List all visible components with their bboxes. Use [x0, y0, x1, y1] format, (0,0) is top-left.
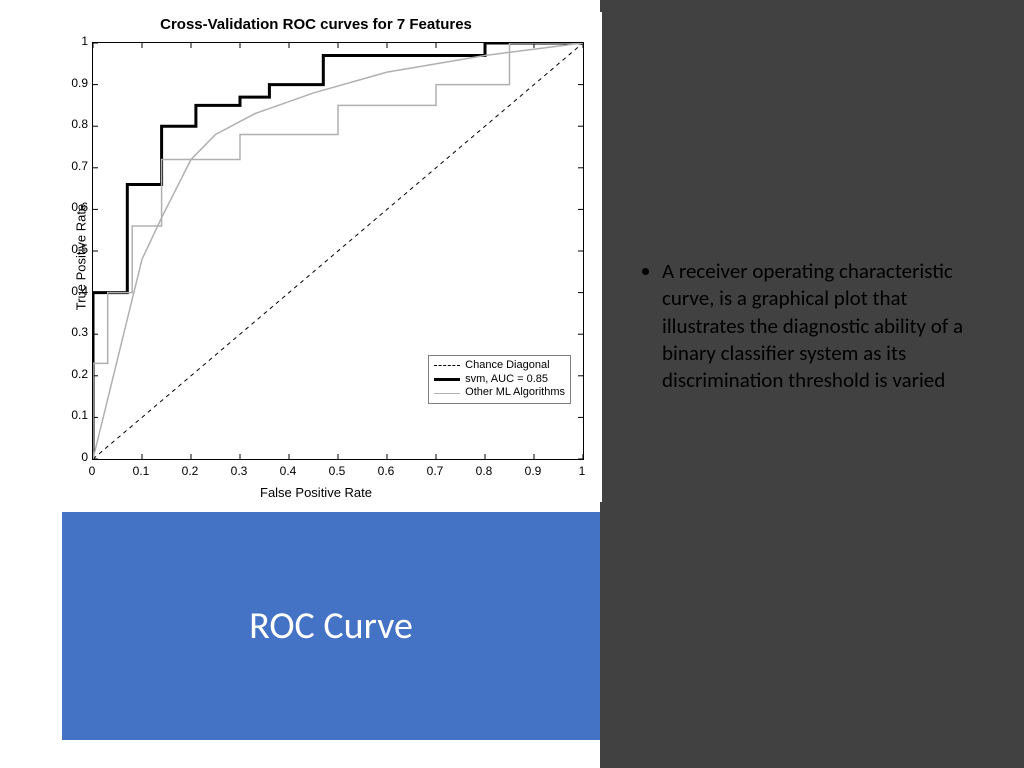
y-tick-label: 0.3 — [58, 325, 88, 339]
legend-item: Chance Diagonal — [434, 359, 565, 373]
y-tick-label: 0.9 — [58, 76, 88, 90]
chart-xlabel: False Positive Rate — [30, 485, 602, 500]
x-tick-label: 0.1 — [126, 464, 156, 478]
legend-item: svm, AUC = 0.85 — [434, 373, 565, 387]
x-tick-label: 0.7 — [420, 464, 450, 478]
x-tick-label: 0.6 — [371, 464, 401, 478]
chart-legend: Chance Diagonalsvm, AUC = 0.85Other ML A… — [428, 355, 571, 404]
legend-swatch — [434, 378, 460, 381]
x-tick-label: 0 — [77, 464, 107, 478]
description-bullet: A receiver operating characteristic curv… — [640, 258, 980, 394]
x-tick-label: 0.5 — [322, 464, 352, 478]
y-tick-label: 0.6 — [58, 200, 88, 214]
legend-item: Other ML Algorithms — [434, 386, 565, 400]
y-tick-label: 0.2 — [58, 367, 88, 381]
x-tick-label: 0.4 — [273, 464, 303, 478]
x-tick-label: 0.8 — [469, 464, 499, 478]
y-tick-label: 0.5 — [58, 242, 88, 256]
y-tick-label: 0.8 — [58, 117, 88, 131]
chart-plot-area: Chance Diagonalsvm, AUC = 0.85Other ML A… — [92, 42, 584, 460]
description-text: A receiver operating characteristic curv… — [662, 258, 963, 393]
title-box: ROC Curve — [62, 512, 600, 740]
legend-label: svm, AUC = 0.85 — [465, 373, 548, 387]
y-tick-label: 0.4 — [58, 284, 88, 298]
legend-label: Other ML Algorithms — [465, 386, 565, 400]
y-tick-label: 0.7 — [58, 159, 88, 173]
x-tick-label: 0.2 — [175, 464, 205, 478]
x-tick-label: 1 — [567, 464, 597, 478]
y-tick-label: 0 — [58, 450, 88, 464]
y-tick-label: 0.1 — [58, 408, 88, 422]
x-tick-label: 0.3 — [224, 464, 254, 478]
y-tick-label: 1 — [58, 34, 88, 48]
legend-label: Chance Diagonal — [465, 359, 549, 373]
x-tick-label: 0.9 — [518, 464, 548, 478]
roc-chart: Cross-Validation ROC curves for 7 Featur… — [30, 12, 602, 502]
legend-swatch — [434, 365, 460, 366]
chart-title: Cross-Validation ROC curves for 7 Featur… — [30, 16, 602, 33]
title-text: ROC Curve — [249, 603, 413, 649]
legend-swatch — [434, 393, 460, 394]
slide: A receiver operating characteristic curv… — [0, 0, 1024, 768]
